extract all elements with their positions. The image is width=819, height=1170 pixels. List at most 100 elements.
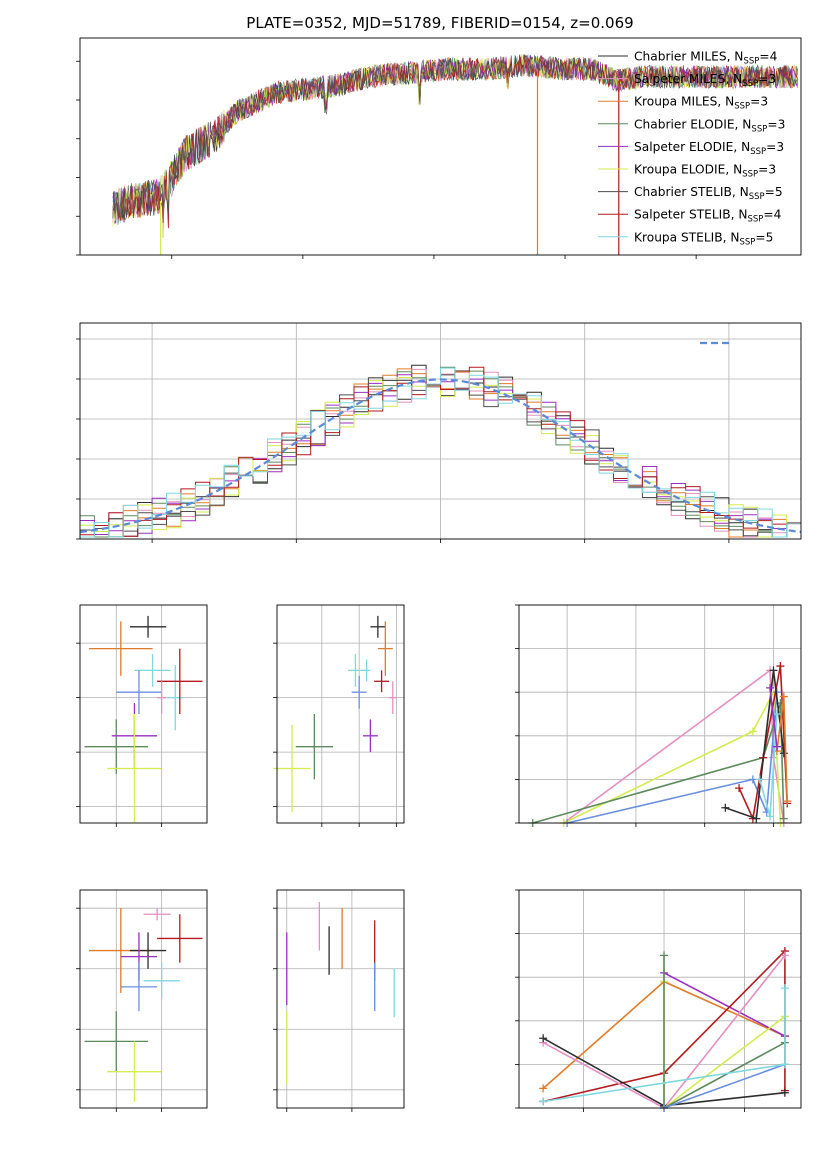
legend-sub: SSP	[742, 79, 758, 89]
errorbar-point	[129, 615, 167, 638]
errorbar-point	[362, 719, 378, 753]
spectrum-line	[112, 55, 798, 221]
legend-lib: Chabrier STELIB	[634, 185, 732, 199]
errorbar-point	[120, 962, 158, 1012]
errorbar-point	[273, 724, 311, 813]
legend-eq: =	[763, 208, 773, 222]
legend-eq: =	[765, 185, 775, 199]
legend-label: Chabrier MILES, NSSP=4	[634, 50, 778, 67]
legend-sep: , N	[717, 95, 734, 109]
legend-sep: , N	[735, 117, 752, 131]
series-marker	[660, 951, 669, 960]
panel-age_vs_Z	[76, 604, 208, 827]
series-marker	[748, 775, 757, 784]
legend-label: Kroupa STELIB, NSSP=5	[634, 230, 773, 247]
legend-sub: SSP	[742, 170, 758, 180]
series-marker	[539, 1097, 548, 1106]
series-marker	[783, 797, 792, 806]
legend-sub: SSP	[743, 57, 759, 67]
plot-frame	[518, 604, 802, 824]
plot-frame	[79, 604, 208, 824]
series-marker	[779, 749, 788, 758]
errorbar-point	[129, 932, 167, 969]
series-marker	[752, 814, 761, 823]
series-marker	[735, 784, 744, 793]
legend-sep: , N	[723, 230, 740, 244]
errorbar-point	[157, 914, 203, 963]
histogram-step	[80, 367, 801, 538]
series-marker	[772, 710, 781, 718]
errorbar-point	[295, 714, 334, 780]
panel-mass_weight_vs_Z	[515, 889, 802, 1112]
errorbar-point	[377, 621, 393, 676]
histograms	[80, 364, 801, 538]
legend-label: Kroupa ELODIE, NSSP=3	[634, 163, 776, 180]
errorbar-point	[84, 719, 149, 774]
series-marker	[539, 1034, 548, 1043]
normal-curve	[80, 378, 801, 534]
legend-label: Chabrier STELIB, NSSP=5	[634, 185, 783, 202]
legend-n: 5	[766, 230, 774, 244]
errorbar-point	[116, 670, 162, 714]
legend-sub: SSP	[751, 124, 767, 134]
figure-title: PLATE=0352, MJD=51789, FIBERID=0154, z=0…	[246, 14, 633, 32]
legend-n: 3	[760, 95, 768, 109]
errorbar-point	[362, 659, 371, 682]
series-line	[563, 668, 785, 824]
legend-sub: SSP	[734, 102, 750, 112]
errorbar-point	[351, 675, 367, 709]
series-marker	[776, 662, 785, 671]
series-marker	[748, 727, 757, 736]
errorbar-point	[107, 1041, 162, 1102]
legend-n: 3	[776, 140, 784, 154]
legend-eq: =	[750, 95, 760, 109]
legend-lib: Salpeter ELODIE	[634, 140, 733, 154]
series-marker	[780, 984, 789, 993]
series-line	[663, 1063, 786, 1109]
plot-frame	[79, 322, 802, 540]
series-marker	[780, 1088, 789, 1097]
errorbar-point	[157, 648, 203, 714]
series-marker	[772, 742, 781, 751]
legend-eq: =	[767, 117, 777, 131]
legend-n: 4	[774, 208, 782, 222]
legend-lib: Salpeter MILES	[634, 72, 726, 86]
legend-sep: , N	[725, 72, 742, 86]
plot-frame	[276, 604, 405, 824]
legend-eq: =	[758, 163, 768, 177]
series-line	[663, 981, 786, 1110]
series-marker	[755, 775, 764, 784]
legend-sep: , N	[725, 163, 742, 177]
series-line	[663, 972, 786, 1037]
legend-eq: =	[766, 140, 776, 154]
series-marker	[539, 1084, 548, 1093]
legend-label: Chabrier ELODIE, NSSP=3	[634, 117, 785, 134]
legend-eq: =	[755, 230, 765, 244]
errorbar-point	[157, 681, 167, 714]
panel-mass_weight_vs_age	[515, 604, 802, 827]
legend-sep: , N	[732, 185, 749, 199]
errorbar-point	[107, 714, 162, 823]
legend-n: 3	[768, 72, 776, 86]
series-marker	[721, 803, 730, 812]
legend-sub: SSP	[748, 215, 764, 225]
errorbar-point	[374, 670, 390, 693]
legend-label: Salpeter ELODIE, NSSP=3	[634, 140, 784, 157]
legend-lib: Chabrier MILES	[634, 50, 727, 64]
histogram-step	[80, 368, 801, 538]
errorbar-point	[84, 1011, 149, 1072]
histogram-step	[80, 366, 801, 537]
legend-label: Salpeter STELIB, NSSP=4	[634, 208, 782, 225]
series-line	[532, 702, 785, 824]
errorbar-point	[143, 908, 171, 921]
series-marker	[779, 814, 788, 823]
plot-frame	[518, 889, 802, 1109]
panel-mass_vs_ebv	[273, 889, 405, 1112]
legend-n: 3	[778, 117, 786, 131]
legend-sep: , N	[727, 50, 744, 64]
legend-sep: , N	[733, 140, 750, 154]
plot-frame	[276, 889, 405, 1109]
